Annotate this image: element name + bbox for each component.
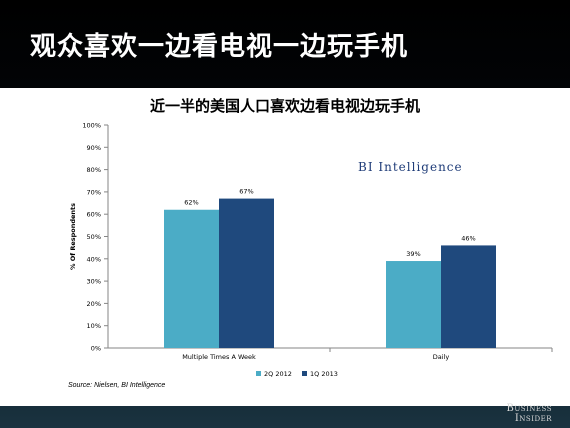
x-category-label: Daily: [433, 353, 450, 361]
data-label: 67%: [239, 188, 253, 196]
data-label: 62%: [184, 199, 198, 207]
y-tick-label: 90%: [87, 144, 101, 152]
logo-line2: Insider: [514, 413, 552, 424]
y-tick-label: 80%: [87, 166, 101, 174]
y-tick-label: 10%: [87, 322, 101, 330]
y-tick-label: 30%: [87, 278, 101, 286]
legend-label: 2Q 2012: [264, 370, 292, 378]
bar: [219, 198, 274, 348]
x-category-label: Multiple Times A Week: [182, 353, 256, 361]
slide-title: 观众喜欢一边看电视一边玩手机: [30, 32, 409, 62]
brand-label: BI Intelligence: [358, 160, 463, 174]
bar: [386, 261, 441, 348]
chart-panel: 近一半的美国人口喜欢边看电视边玩手机 BI Intelligence 0% 10%…: [0, 88, 570, 406]
y-tick-label: 60%: [87, 211, 101, 219]
chart-title: 近一半的美国人口喜欢边看电视边玩手机: [149, 97, 420, 115]
y-tick-label: 20%: [87, 300, 101, 308]
legend-label: 1Q 2013: [310, 370, 338, 378]
y-tick-label: 100%: [82, 122, 101, 130]
bar: [441, 245, 496, 348]
logo-line1: Business: [506, 403, 552, 414]
legend-swatch: [302, 371, 307, 376]
data-label: 39%: [406, 250, 420, 258]
source-note: Source: Nielsen, BI Intelligence: [68, 382, 166, 389]
y-tick-label: 70%: [87, 188, 101, 196]
data-label: 46%: [461, 234, 475, 242]
y-axis-title: % Of Respondents: [69, 203, 77, 270]
bar: [164, 209, 219, 348]
bar-chart: 0% 10% 20% 30% 40% 50% 60% 70% 80% 90% 100% % Of Re…: [69, 122, 553, 378]
business-insider-logo: Business Insider: [506, 404, 552, 424]
y-tick-label: 40%: [87, 255, 101, 263]
y-tick-label: 50%: [87, 233, 101, 241]
y-tick-label: 0%: [91, 345, 101, 353]
legend-swatch: [256, 371, 261, 376]
